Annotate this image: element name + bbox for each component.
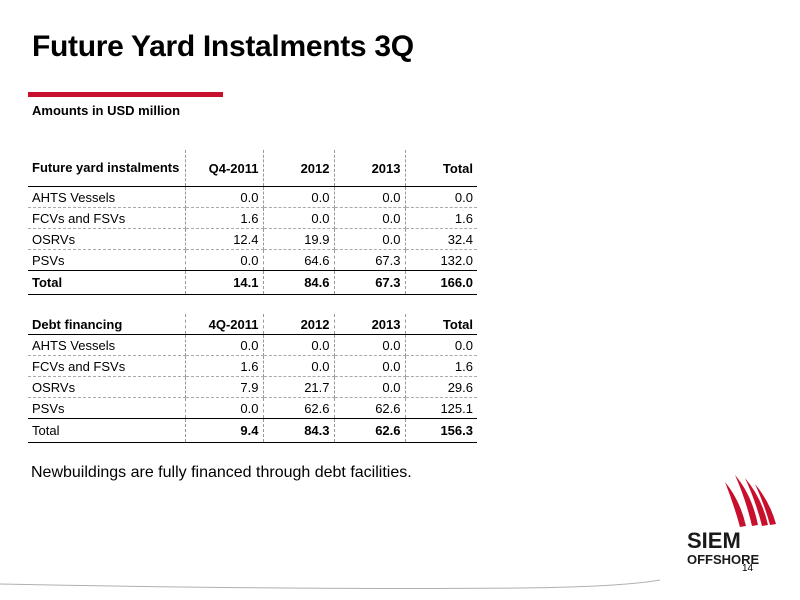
table-row: FCVs and FSVs 1.6 0.0 0.0 1.6: [28, 207, 477, 229]
table-cell: 1.6: [405, 207, 477, 229]
row-label: AHTS Vessels: [28, 186, 186, 208]
header-cell: 2013: [334, 150, 406, 187]
total-cell: 84.3: [263, 418, 335, 443]
logo-sails-icon: [725, 475, 776, 527]
total-label: Total: [28, 270, 186, 295]
table-cell: 1.6: [185, 207, 264, 229]
total-cell: 156.3: [405, 418, 477, 443]
header-cell: Future yard instalments: [28, 150, 186, 187]
table-cell: 29.6: [405, 376, 477, 398]
table-cell: 0.0: [185, 334, 264, 356]
total-cell: 62.6: [334, 418, 406, 443]
table-row: AHTS Vessels 0.0 0.0 0.0 0.0: [28, 334, 477, 356]
table-row: PSVs 0.0 62.6 62.6 125.1: [28, 397, 477, 419]
header-cell: 2013: [334, 314, 406, 335]
table-cell: 62.6: [263, 397, 335, 419]
table-row: PSVs 0.0 64.6 67.3 132.0: [28, 249, 477, 271]
title-underline-bar: [28, 92, 223, 97]
table-cell: 32.4: [405, 228, 477, 250]
table-header-row: Debt financing 4Q-2011 2012 2013 Total: [28, 314, 477, 335]
footer-swoosh-line: [0, 579, 661, 589]
table-cell: 0.0: [334, 334, 406, 356]
logo-wordmark-siem: SIEM: [687, 528, 741, 553]
row-label: PSVs: [28, 249, 186, 271]
table-cell: 7.9: [185, 376, 264, 398]
table-total-row: Total 9.4 84.3 62.6 156.3: [28, 418, 477, 443]
logo-wordmark-offshore: OFFSHORE: [687, 552, 760, 567]
siem-offshore-logo: SIEM OFFSHORE: [687, 475, 776, 567]
row-label: AHTS Vessels: [28, 334, 186, 356]
total-label: Total: [28, 418, 186, 443]
table-cell: 0.0: [405, 186, 477, 208]
row-label: OSRVs: [28, 228, 186, 250]
table-row: OSRVs 12.4 19.9 0.0 32.4: [28, 228, 477, 250]
table-cell: 0.0: [185, 186, 264, 208]
table-cell: 21.7: [263, 376, 335, 398]
row-label: PSVs: [28, 397, 186, 419]
table-cell: 67.3: [334, 249, 406, 271]
units-label: Amounts in USD million: [32, 103, 181, 118]
table-cell: 19.9: [263, 228, 335, 250]
table-cell: 0.0: [334, 376, 406, 398]
header-cell: Q4-2011: [185, 150, 264, 187]
table-cell: 1.6: [185, 355, 264, 377]
page-number: 14: [742, 563, 754, 574]
table-cell: 12.4: [185, 228, 264, 250]
table-cell: 62.6: [334, 397, 406, 419]
total-cell: 84.6: [263, 270, 335, 295]
page-title: Future Yard Instalments 3Q: [32, 30, 414, 63]
table-header-row: Future yard instalments Q4-2011 2012 201…: [28, 150, 477, 187]
table-cell: 0.0: [263, 207, 335, 229]
table-cell: 0.0: [185, 249, 264, 271]
row-label: OSRVs: [28, 376, 186, 398]
total-cell: 14.1: [185, 270, 264, 295]
table-cell: 0.0: [263, 355, 335, 377]
table-cell: 125.1: [405, 397, 477, 419]
table-cell: 64.6: [263, 249, 335, 271]
financing-note: Newbuildings are fully financed through …: [31, 464, 412, 481]
table-total-row: Total 14.1 84.6 67.3 166.0: [28, 270, 477, 295]
header-cell: Total: [405, 314, 477, 335]
table-cell: 0.0: [334, 228, 406, 250]
table-cell: 0.0: [334, 207, 406, 229]
table-cell: 0.0: [185, 397, 264, 419]
table-cell: 0.0: [263, 186, 335, 208]
table-row: AHTS Vessels 0.0 0.0 0.0 0.0: [28, 186, 477, 208]
table-row: FCVs and FSVs 1.6 0.0 0.0 1.6: [28, 355, 477, 377]
row-label: FCVs and FSVs: [28, 355, 186, 377]
header-cell: 4Q-2011: [185, 314, 264, 335]
total-cell: 9.4: [185, 418, 264, 443]
row-label: FCVs and FSVs: [28, 207, 186, 229]
table-cell: 1.6: [405, 355, 477, 377]
instalments-table: Future yard instalments Q4-2011 2012 201…: [28, 150, 477, 295]
header-cell: 2012: [263, 150, 335, 187]
total-cell: 166.0: [405, 270, 477, 295]
table-cell: 0.0: [334, 355, 406, 377]
table-cell: 0.0: [405, 334, 477, 356]
debt-financing-table: Debt financing 4Q-2011 2012 2013 Total A…: [28, 314, 477, 443]
header-cell: 2012: [263, 314, 335, 335]
header-cell: Debt financing: [28, 314, 186, 335]
table-cell: 0.0: [263, 334, 335, 356]
table-cell: 132.0: [405, 249, 477, 271]
table-row: OSRVs 7.9 21.7 0.0 29.6: [28, 376, 477, 398]
total-cell: 67.3: [334, 270, 406, 295]
header-cell: Total: [405, 150, 477, 187]
table-cell: 0.0: [334, 186, 406, 208]
